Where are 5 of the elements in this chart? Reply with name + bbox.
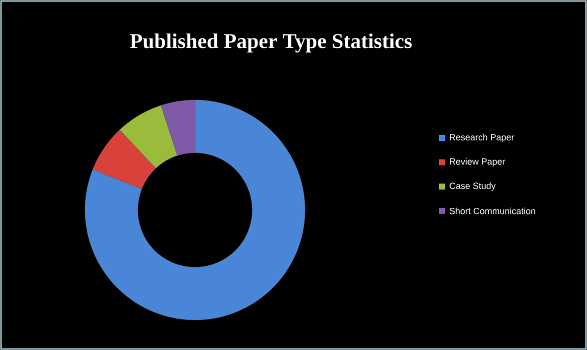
legend-label: Short Communication: [450, 208, 536, 214]
legend-label: Research Paper: [450, 134, 514, 142]
legend-label: Review Paper: [450, 158, 506, 166]
legend-label: Case Study: [450, 182, 496, 191]
chart-title: Published Paper Type Statistics: [130, 33, 412, 53]
